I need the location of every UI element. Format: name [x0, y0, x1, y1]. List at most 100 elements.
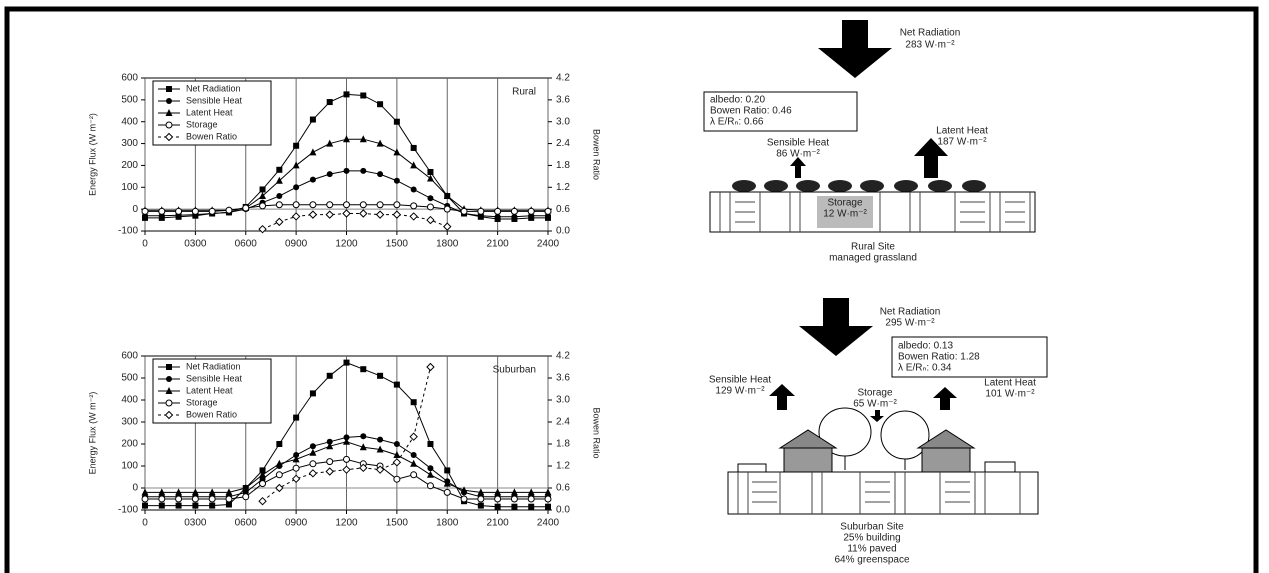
y-tick-label: 500: [121, 94, 138, 105]
y-tick-label: 300: [121, 138, 138, 149]
marker: [377, 171, 383, 177]
storage-label: Storage: [827, 198, 862, 209]
y-tick-label: 500: [121, 373, 138, 384]
marker: [427, 483, 433, 489]
marker: [226, 207, 232, 213]
marker: [411, 186, 417, 192]
x-tick-label: 1800: [436, 518, 459, 529]
marker: [192, 496, 198, 502]
net-value: 295 W·m⁻²: [885, 318, 935, 329]
marker: [411, 145, 417, 151]
marker: [344, 168, 350, 174]
x-tick-label: 0300: [184, 239, 207, 250]
page: {"chart_data": [ {"type": "line", "annot…: [0, 0, 1269, 573]
marker: [478, 208, 484, 214]
marker: [360, 433, 366, 439]
marker: [209, 208, 215, 214]
marker: [209, 503, 215, 509]
net-value: 283 W·m⁻²: [905, 40, 955, 51]
marker: [427, 204, 433, 210]
marker: [176, 503, 182, 509]
marker: [511, 504, 517, 510]
marker: [511, 208, 517, 214]
y-tick-label: 200: [121, 160, 138, 171]
y-tick-label: 300: [121, 417, 138, 428]
marker: [192, 503, 198, 509]
storage-label: Storage: [857, 388, 892, 399]
legend-label: Net Radiation: [186, 361, 241, 371]
y-tick-label: 200: [121, 439, 138, 450]
y2-tick-label: 0.0: [556, 226, 570, 237]
y-tick-label: 0: [132, 204, 138, 215]
marker: [495, 208, 501, 214]
legend-label: Net Radiation: [186, 83, 241, 93]
y2-tick-label: 1.8: [556, 439, 570, 450]
y2-tick-label: 4.2: [556, 73, 570, 84]
y2-tick-label: 4.2: [556, 351, 570, 362]
marker: [159, 208, 165, 214]
x-tick-label: 0: [142, 518, 148, 529]
x-tick-label: 2400: [537, 518, 560, 529]
marker: [310, 177, 316, 183]
marker: [478, 496, 484, 502]
marker: [293, 465, 299, 471]
x-tick-label: 1500: [386, 518, 409, 529]
marker: [545, 496, 551, 502]
marker: [276, 472, 282, 478]
y2-tick-label: 3.0: [556, 395, 570, 406]
marker: [176, 496, 182, 502]
marker: [327, 459, 333, 465]
marker: [344, 202, 350, 208]
site-line: 11% paved: [847, 544, 896, 555]
legend-marker: [166, 122, 172, 128]
latent-value: 101 W·m⁻²: [985, 389, 1035, 400]
figure: 003000600090012001500180021002400-100010…: [0, 0, 1269, 573]
legend-marker: [166, 98, 172, 104]
marker: [310, 443, 316, 449]
box-line: Bowen Ratio: 1.28: [898, 352, 980, 363]
y-tick-label: 100: [121, 182, 138, 193]
x-tick-label: 0300: [184, 518, 207, 529]
marker: [360, 92, 366, 98]
marker: [276, 202, 282, 208]
marker: [142, 503, 148, 509]
sensible-value: 129 W·m⁻²: [715, 386, 765, 397]
marker: [344, 360, 350, 366]
marker: [344, 456, 350, 462]
marker: [344, 91, 350, 97]
marker: [176, 208, 182, 214]
box-line: λ E/Rₙ: 0.66: [710, 117, 764, 128]
box-line: albedo: 0.13: [898, 341, 953, 352]
latent-label: Latent Heat: [936, 126, 988, 137]
marker: [327, 373, 333, 379]
marker: [293, 143, 299, 149]
legend-marker: [166, 86, 172, 92]
marker: [545, 504, 551, 510]
marker: [377, 101, 383, 107]
y2-tick-label: 0.6: [556, 483, 570, 494]
marker: [495, 496, 501, 502]
legend-label: Sensible Heat: [186, 95, 243, 105]
y-tick-label: 400: [121, 116, 138, 127]
box-line: Bowen Ratio: 0.46: [710, 106, 792, 117]
y-axis-label: Energy Flux (W m⁻²): [87, 392, 97, 475]
marker: [444, 467, 450, 473]
latent-label: Latent Heat: [984, 378, 1036, 389]
y2-tick-label: 0.6: [556, 204, 570, 215]
sensible-label: Sensible Heat: [767, 138, 829, 149]
site-line: 64% greenspace: [834, 555, 909, 566]
legend-label: Latent Heat: [186, 107, 233, 117]
marker: [411, 472, 417, 478]
marker: [159, 496, 165, 502]
marker: [260, 186, 266, 192]
x-tick-label: 0900: [285, 239, 308, 250]
marker: [377, 202, 383, 208]
annotation: Suburban: [493, 365, 536, 376]
marker: [276, 167, 282, 173]
marker: [276, 193, 282, 199]
y2-tick-label: 3.6: [556, 373, 570, 384]
site-line: Rural Site: [851, 242, 895, 253]
marker: [360, 168, 366, 174]
legend-marker: [166, 376, 172, 382]
marker: [327, 202, 333, 208]
